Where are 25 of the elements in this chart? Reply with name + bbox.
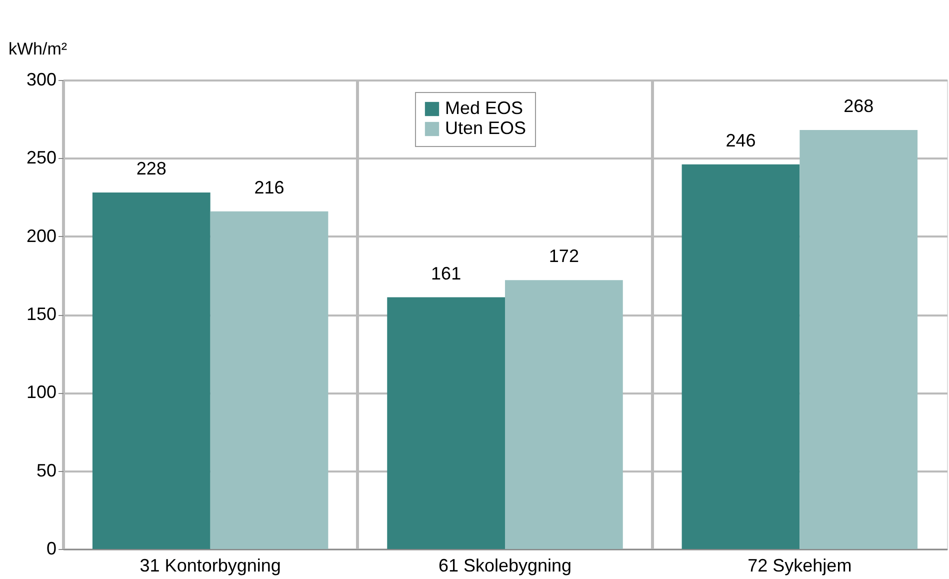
data-label: 268 [844,96,874,116]
y-tick-label: 300 [26,70,56,90]
y-tick-label: 50 [36,460,56,480]
data-label: 216 [254,177,284,198]
legend-label: Uten EOS [445,118,526,138]
bar [92,192,210,549]
x-tick-label: 61 Skolebygning [438,556,572,576]
y-tick-label: 250 [26,148,56,168]
data-label: 172 [548,246,579,266]
bar [210,211,328,549]
bar [505,280,623,549]
y-tick-label: 150 [26,304,56,324]
data-label: 246 [726,130,756,150]
x-tick-label: 72 Sykehjem [748,556,852,576]
y-tick-label: 200 [26,226,56,246]
data-label: 161 [431,263,462,284]
legend-label: Med EOS [445,98,524,118]
bar [800,130,918,549]
y-tick-label: 100 [26,382,56,402]
y-tick-label: 0 [46,538,56,558]
bar [387,297,505,549]
bar [682,164,800,549]
data-label: 228 [136,158,166,179]
x-tick-label: 31 Kontorbygning [140,556,281,576]
y-axis-title: kWh/m² [8,40,68,58]
